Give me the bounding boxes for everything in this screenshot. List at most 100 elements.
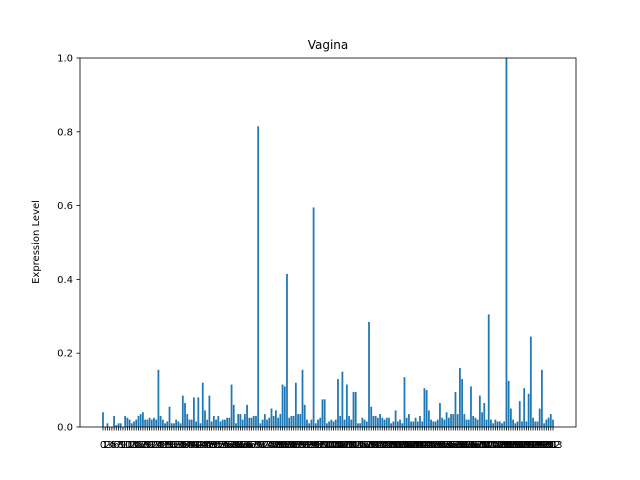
x-tick-label: 149 bbox=[424, 440, 443, 451]
x-tick-label: 141 bbox=[406, 440, 425, 451]
bar bbox=[219, 421, 222, 427]
bar bbox=[197, 397, 200, 427]
x-tick-label: 80 bbox=[274, 440, 287, 451]
bar bbox=[281, 384, 284, 427]
bar bbox=[525, 421, 528, 427]
bar bbox=[261, 419, 264, 427]
bar bbox=[505, 58, 508, 427]
bar bbox=[283, 386, 286, 427]
x-tick-label: 63 bbox=[236, 440, 249, 451]
x-tick-label: 17 bbox=[134, 440, 147, 451]
bar bbox=[319, 417, 322, 427]
x-tick-label: 157 bbox=[441, 440, 460, 451]
bar bbox=[348, 415, 350, 427]
x-tick-label: 10 bbox=[119, 440, 132, 451]
bar bbox=[306, 419, 308, 427]
x-tick-label: 177 bbox=[486, 440, 505, 451]
bar bbox=[412, 421, 415, 427]
x-tick-label: 35 bbox=[174, 440, 187, 451]
x-tick-label: 124 bbox=[368, 440, 387, 451]
x-tick-label: 158 bbox=[444, 440, 463, 451]
bar bbox=[419, 415, 421, 427]
bar bbox=[290, 415, 293, 427]
bar bbox=[150, 419, 153, 427]
bar bbox=[221, 419, 224, 427]
bar bbox=[483, 403, 486, 427]
x-tick-label: 64 bbox=[239, 440, 252, 451]
x-tick-label: 53 bbox=[214, 440, 227, 451]
x-tick-label: 120 bbox=[359, 440, 378, 451]
x-tick-label: 195 bbox=[526, 440, 545, 451]
bar bbox=[144, 419, 146, 427]
bar bbox=[461, 379, 463, 427]
y-tick-label: 0.2 bbox=[57, 349, 73, 360]
bar bbox=[439, 403, 441, 427]
bar bbox=[465, 419, 468, 427]
x-tick-label: 20 bbox=[141, 440, 154, 451]
bar bbox=[201, 382, 204, 427]
bar bbox=[301, 369, 304, 427]
bar bbox=[518, 401, 521, 427]
bar bbox=[354, 391, 357, 427]
x-tick-label: 48 bbox=[203, 440, 216, 451]
x-tick-label: 171 bbox=[473, 440, 492, 451]
x-tick-label: 96 bbox=[309, 440, 322, 451]
x-tick-label: 201 bbox=[539, 440, 558, 451]
bar bbox=[441, 417, 444, 427]
x-tick-label: 100 bbox=[315, 440, 334, 451]
x-tick-label: 45 bbox=[196, 440, 209, 451]
x-tick-label: 198 bbox=[532, 440, 551, 451]
bar bbox=[552, 419, 554, 427]
bar bbox=[478, 395, 481, 427]
x-tick-label: 83 bbox=[281, 440, 294, 451]
bar bbox=[210, 421, 213, 427]
x-tick-label: 90 bbox=[296, 440, 309, 451]
bar bbox=[379, 414, 381, 427]
bar bbox=[179, 423, 182, 427]
x-tick-label: 95 bbox=[307, 440, 320, 451]
bar bbox=[117, 423, 120, 427]
x-tick-label: 187 bbox=[508, 440, 527, 451]
bar bbox=[314, 423, 317, 427]
bar bbox=[286, 273, 288, 427]
x-tick-label: 29 bbox=[161, 440, 174, 451]
x-tick-label: 139 bbox=[402, 440, 421, 451]
x-tick-label: 152 bbox=[430, 440, 449, 451]
x-tick-label: 74 bbox=[261, 440, 274, 451]
x-tick-label: 93 bbox=[303, 440, 316, 451]
bar bbox=[323, 399, 326, 427]
bar bbox=[350, 419, 353, 427]
x-tick-label: 184 bbox=[501, 440, 520, 451]
x-tick-label: 15 bbox=[130, 440, 143, 451]
bar bbox=[308, 423, 311, 427]
x-tick-label: 123 bbox=[366, 440, 385, 451]
x-tick-label: 194 bbox=[524, 440, 543, 451]
bar bbox=[106, 423, 109, 427]
bar bbox=[496, 421, 499, 427]
x-tick-label: 166 bbox=[461, 440, 480, 451]
bar bbox=[235, 423, 237, 427]
x-tick-label: 153 bbox=[433, 440, 452, 451]
bar bbox=[423, 388, 426, 427]
x-tick-label: 46 bbox=[199, 440, 212, 451]
x-tick-label: 168 bbox=[466, 440, 485, 451]
bar bbox=[436, 419, 439, 427]
x-tick-label: 22 bbox=[145, 440, 158, 451]
x-tick-label: 76 bbox=[265, 440, 278, 451]
x-tick-label: 81 bbox=[276, 440, 289, 451]
x-tick-label: 173 bbox=[477, 440, 496, 451]
bar bbox=[328, 421, 330, 427]
bar bbox=[181, 395, 184, 427]
bar bbox=[547, 417, 550, 427]
x-tick-label: 6 bbox=[113, 440, 119, 451]
x-tick-label: 203 bbox=[543, 440, 562, 451]
bar bbox=[275, 410, 277, 427]
x-tick-label: 144 bbox=[413, 440, 432, 451]
x-tick-label: 40 bbox=[185, 440, 198, 451]
bar bbox=[119, 423, 122, 427]
x-tick-label: 89 bbox=[294, 440, 307, 451]
bar bbox=[534, 421, 537, 427]
x-tick-label: 134 bbox=[390, 440, 409, 451]
x-tick-label: 32 bbox=[168, 440, 181, 451]
x-tick-label: 162 bbox=[453, 440, 472, 451]
